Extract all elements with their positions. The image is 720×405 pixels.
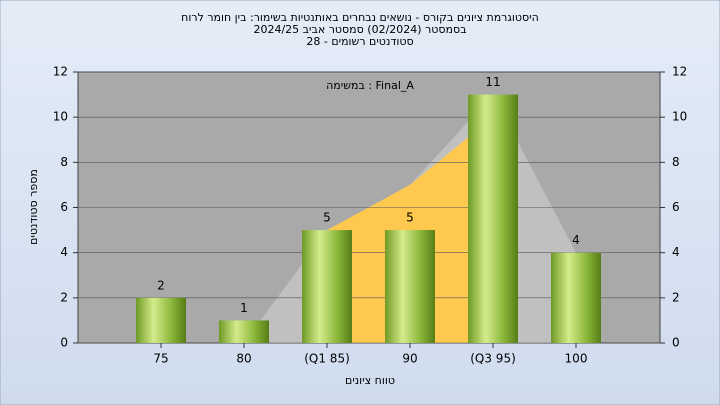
y2-tick-label: 6 <box>672 200 680 214</box>
y2-tick-label: 0 <box>672 336 680 350</box>
bar <box>551 252 601 343</box>
data-label: 5 <box>406 211 414 225</box>
annotation: במשימה : Final_A <box>326 79 414 92</box>
bar <box>136 297 186 343</box>
data-label: 5 <box>323 211 331 225</box>
data-label: 2 <box>157 278 165 292</box>
y2-tick-label: 4 <box>672 245 680 259</box>
y-tick-label: 6 <box>60 200 68 214</box>
x-tick-label: 75 <box>153 352 168 366</box>
chart-subtitle: בסמסטר (02/2024) סמסטר אביב 2024/25 <box>253 23 466 36</box>
y2-tick-label: 2 <box>672 290 680 304</box>
x-tick-label: (Q3 95) <box>470 352 516 366</box>
y-tick-label: 2 <box>60 290 68 304</box>
x-axis-label: טווח ציונים <box>345 374 395 387</box>
x-tick-label: 80 <box>236 352 251 366</box>
y-tick-label: 8 <box>60 155 68 169</box>
y2-tick-label: 8 <box>672 155 680 169</box>
y-tick-label: 4 <box>60 245 68 259</box>
data-label: 1 <box>240 301 248 315</box>
bar <box>385 230 435 343</box>
chart-title: היסטוגרמת ציונים בקורס - נושאים נבחרים ב… <box>181 11 539 24</box>
bar <box>219 320 269 343</box>
x-tick-label: 90 <box>402 352 417 366</box>
data-label: 4 <box>572 233 580 247</box>
x-tick-label: (Q1 85) <box>304 352 350 366</box>
bar <box>302 230 352 343</box>
y-tick-label: 0 <box>60 336 68 350</box>
chart-subtitle: סטודנטים רשומים - 28 <box>306 35 413 48</box>
y-tick-label: 10 <box>53 110 68 124</box>
x-tick-label: 100 <box>565 352 588 366</box>
data-label: 11 <box>485 75 500 89</box>
y-axis-label: מספר סטודנטים <box>27 169 40 245</box>
y-tick-label: 12 <box>53 65 68 79</box>
bar <box>468 94 518 343</box>
y2-tick-label: 12 <box>672 65 687 79</box>
y2-tick-label: 10 <box>672 110 687 124</box>
